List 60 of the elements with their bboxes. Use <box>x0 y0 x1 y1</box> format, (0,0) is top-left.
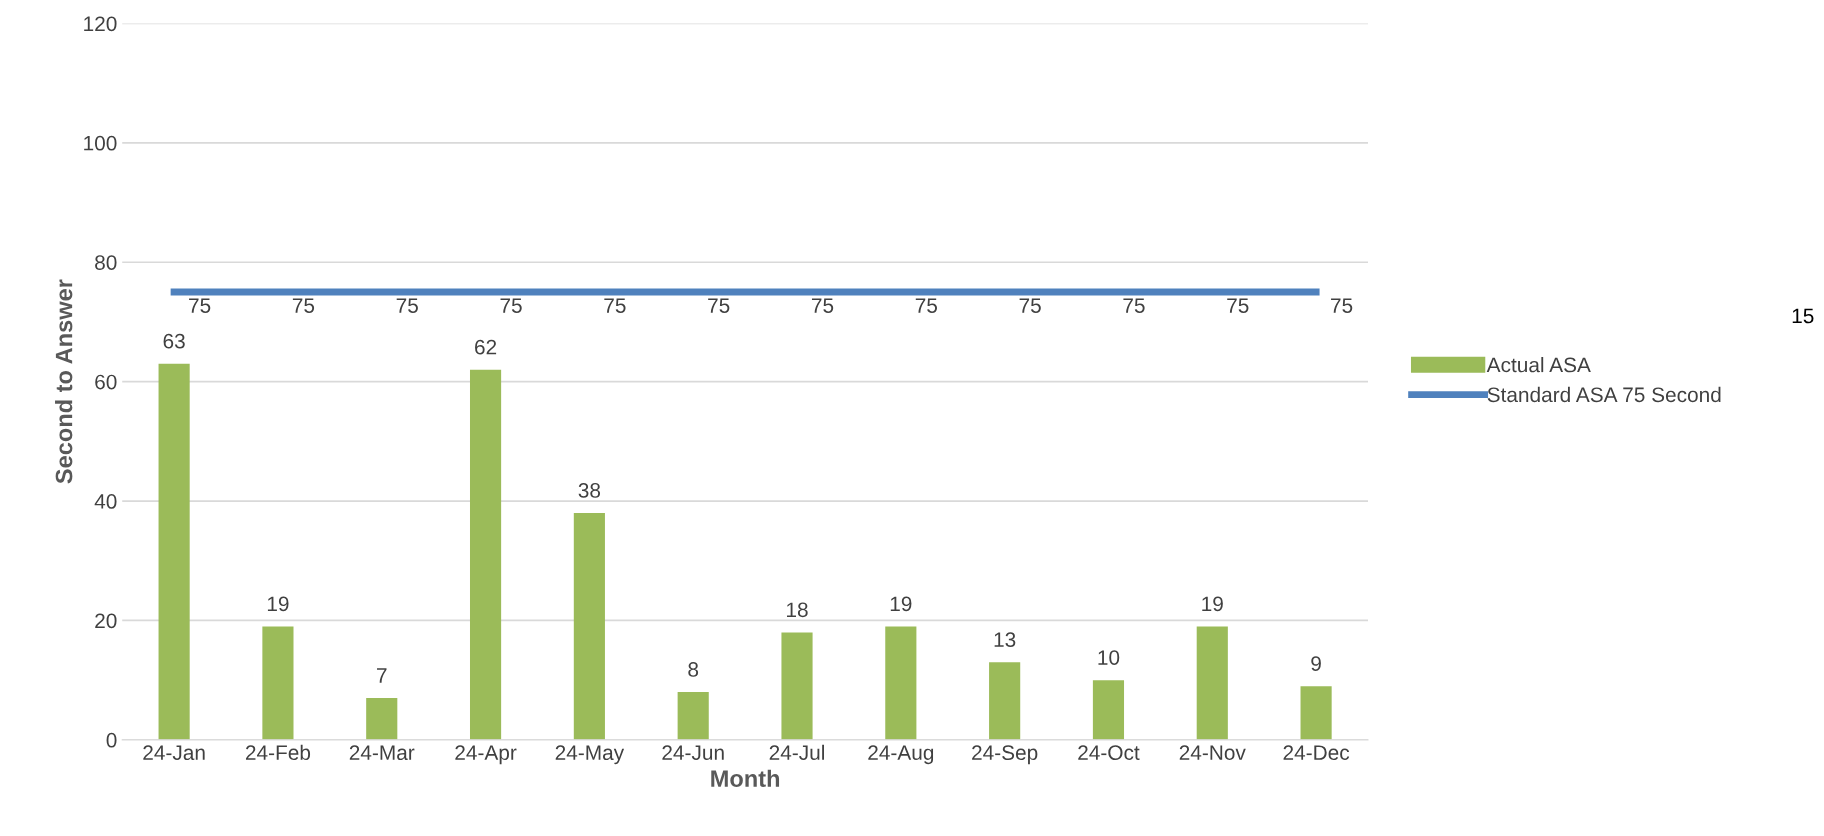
x-tick-label: 24-Sep <box>972 745 1038 765</box>
x-tick-label: 24-Aug <box>868 745 934 765</box>
x-tick-label: 24-Feb <box>245 744 311 761</box>
data-label: 75 <box>915 298 938 313</box>
x-tick-label: 24-Dec <box>1283 745 1350 761</box>
x-tick-label: 24-Apr <box>455 745 517 765</box>
y-tick-label: 100 <box>84 135 117 151</box>
data-label: 75 <box>1331 298 1353 313</box>
y-axis-title: Second to Answer <box>55 279 73 484</box>
bar <box>885 626 917 740</box>
x-tick-label: 24-Oct <box>1078 745 1140 761</box>
data-label: 75 <box>1019 298 1041 313</box>
data-label: 75 <box>396 298 418 313</box>
data-label: 7 <box>377 668 387 683</box>
y-tick-label: 40 <box>94 494 117 509</box>
data-label: 75 <box>1123 298 1145 313</box>
y-tick-label: 120 <box>84 16 117 32</box>
x-tick-label: 24-Jun <box>662 745 724 761</box>
bar <box>1092 680 1125 740</box>
bar <box>573 512 605 740</box>
data-label: 18 <box>787 602 808 618</box>
data-label: 75 <box>708 298 730 313</box>
data-label: 19 <box>1202 596 1223 612</box>
data-label: 9 <box>1311 656 1321 671</box>
data-label: 75 <box>292 298 315 313</box>
x-axis-title: Month <box>711 769 780 788</box>
x-tick-label: 24-Jan <box>143 745 205 761</box>
x-tick-label: 24-Mar <box>349 745 415 761</box>
data-label: 19 <box>890 596 912 612</box>
data-label: 10 <box>1098 650 1120 665</box>
bar <box>989 662 1021 740</box>
data-label: 75 <box>1227 298 1249 313</box>
y-tick-label: 0 <box>106 732 117 748</box>
data-label: 75 <box>604 298 626 313</box>
data-label: 8 <box>688 662 699 677</box>
bar <box>469 369 502 740</box>
data-label: 19 <box>267 596 289 612</box>
y-tick-label: 80 <box>95 255 117 270</box>
x-tick-label: 24-Nov <box>1179 745 1246 761</box>
x-tick-label: 24-May <box>555 745 625 765</box>
data-label: 38 <box>578 483 601 498</box>
y-tick-label: 20 <box>95 613 117 629</box>
data-label: 13 <box>994 632 1016 648</box>
data-label: 62 <box>475 339 497 355</box>
bar <box>366 698 398 740</box>
x-tick-label: 24-Jul <box>769 744 824 761</box>
bar <box>262 626 294 740</box>
bar <box>677 692 709 740</box>
legend-label: Standard ASA 75 Second <box>1487 386 1721 403</box>
bar <box>1196 626 1228 740</box>
bar <box>158 363 190 740</box>
y-tick-label: 60 <box>95 374 117 390</box>
data-label: 75 <box>811 298 834 313</box>
bar <box>1300 686 1332 740</box>
bar <box>781 632 813 740</box>
data-label: 63 <box>163 333 185 349</box>
legend-label: Actual ASA <box>1486 357 1591 373</box>
data-label: 75 <box>500 298 522 313</box>
data-label: 75 <box>189 298 211 313</box>
text: 15 <box>1792 308 1814 324</box>
